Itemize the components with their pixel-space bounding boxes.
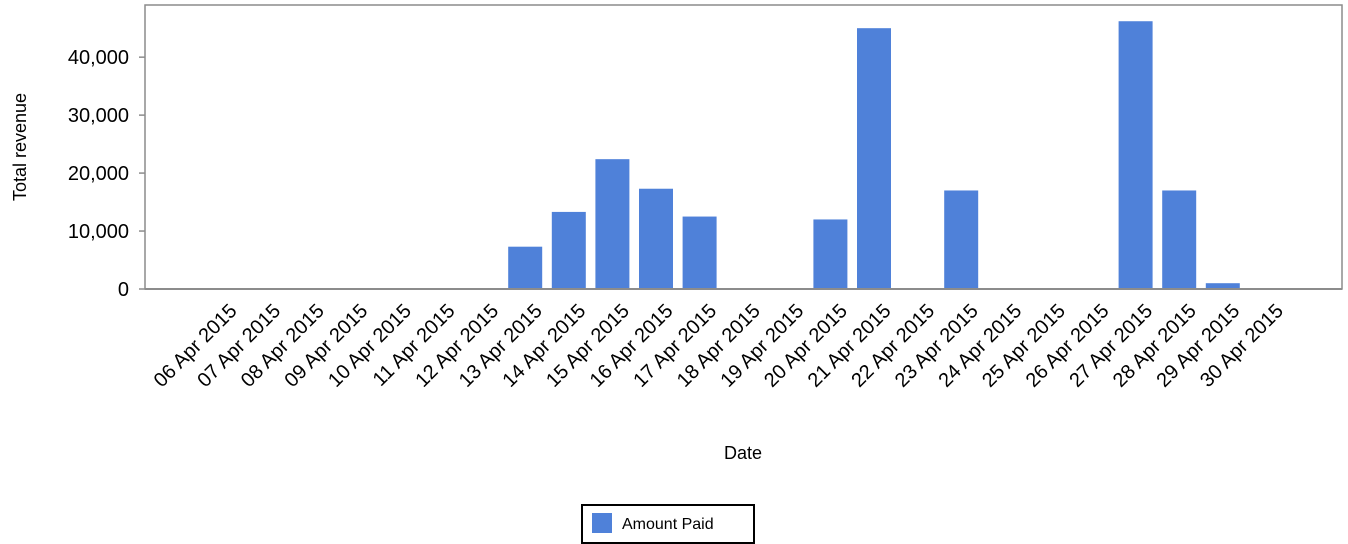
x-axis-title: Date xyxy=(724,443,762,463)
bars xyxy=(508,21,1240,289)
y-axis-ticks: 0 10,000 20,000 30,000 40,000 xyxy=(68,47,145,301)
bar xyxy=(639,188,673,289)
legend-swatch-amount-paid xyxy=(592,513,612,533)
y-tick-label: 30,000 xyxy=(68,105,129,127)
bar xyxy=(813,219,848,289)
y-tick-label: 20,000 xyxy=(68,163,129,185)
y-tick-label: 40,000 xyxy=(68,47,129,69)
bar xyxy=(1162,190,1197,289)
legend-label-amount-paid: Amount Paid xyxy=(622,516,714,533)
bar xyxy=(551,211,586,289)
bar xyxy=(944,190,979,289)
y-axis-title: Total revenue xyxy=(10,93,30,201)
bar xyxy=(1205,283,1240,289)
y-tick-label: 10,000 xyxy=(68,221,129,243)
bar xyxy=(1118,21,1153,289)
y-tick-label: 0 xyxy=(118,279,129,301)
bar xyxy=(857,28,891,289)
bar xyxy=(682,216,717,289)
bar xyxy=(508,246,543,289)
bar xyxy=(595,159,630,289)
legend: Amount Paid xyxy=(581,504,755,544)
